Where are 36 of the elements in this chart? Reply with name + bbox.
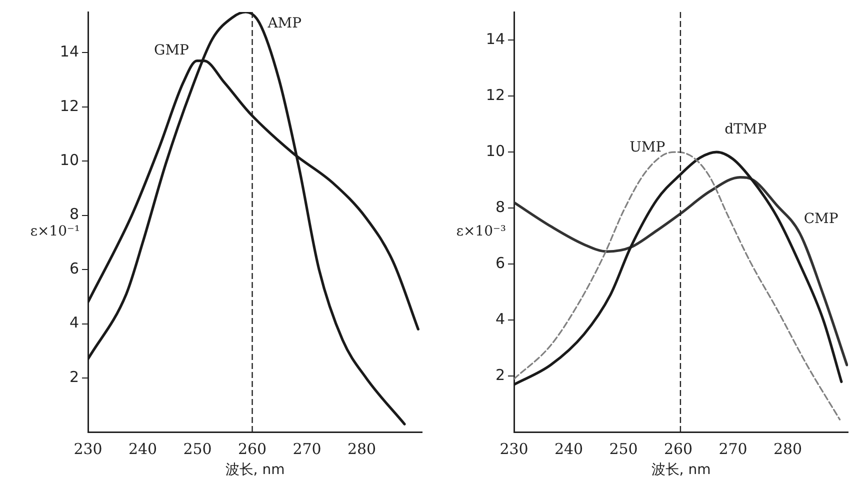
y-tick-label: 10: [486, 142, 505, 160]
y-tick-label: 4: [69, 314, 79, 332]
series-label: GMP: [154, 42, 189, 58]
x-axis-title: 波长, nm: [225, 462, 285, 478]
y-axis-title: ε×10⁻¹: [30, 224, 80, 240]
y-tick-label: 12: [60, 96, 79, 115]
y-axis-title: ε×10⁻³: [456, 224, 506, 240]
series-label: AMP: [266, 16, 302, 32]
x-tick-label: 270: [292, 440, 322, 458]
y-tick-label: 6: [69, 259, 79, 278]
y-tick-label: 14: [486, 30, 505, 48]
y-tick-label: 8: [495, 198, 505, 216]
y-tick-label: 10: [60, 150, 79, 169]
series-label: CMP: [804, 210, 838, 227]
x-tick-label: 230: [500, 440, 528, 458]
x-axis-title: 波长, nm: [651, 462, 711, 478]
x-tick-label: 250: [609, 440, 638, 458]
x-tick-label: 230: [74, 440, 102, 458]
line-series: [514, 176, 848, 366]
x-tick-label: 280: [347, 440, 376, 458]
x-tick-label: 260: [238, 440, 267, 458]
x-tick-label: 250: [183, 440, 212, 458]
series-label: dTMP: [724, 122, 767, 138]
y-tick-label: 12: [486, 86, 505, 104]
x-tick-label: 240: [554, 440, 584, 458]
x-tick-label: 240: [128, 440, 158, 458]
y-tick-label: 6: [495, 254, 505, 272]
y-tick-label: 4: [495, 310, 505, 328]
y-tick-label: 14: [60, 42, 79, 61]
y-tick-label: 2: [69, 368, 79, 386]
y-tick-label: 8: [69, 205, 79, 224]
y-tick-label: 2: [495, 366, 505, 384]
x-tick-label: 270: [718, 440, 748, 458]
x-tick-label: 280: [773, 440, 802, 458]
x-tick-label: 260: [664, 440, 693, 458]
series-label: UMP: [630, 140, 666, 156]
